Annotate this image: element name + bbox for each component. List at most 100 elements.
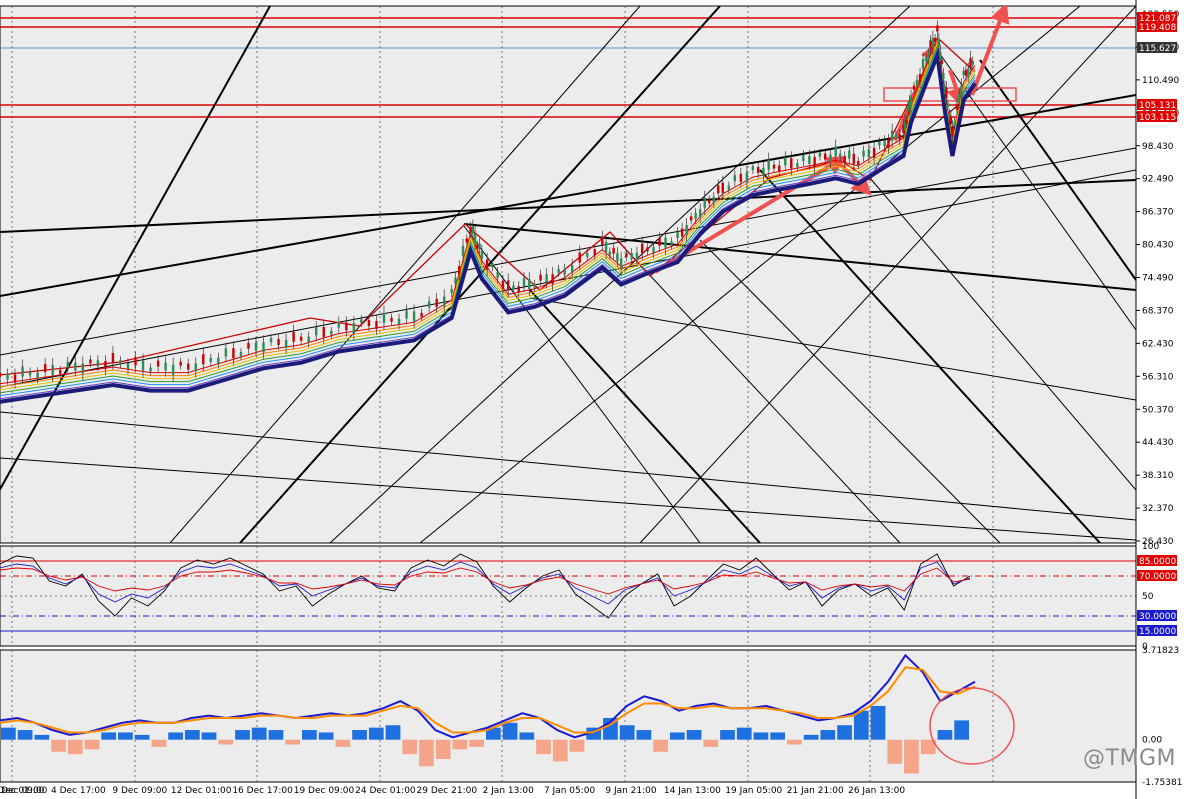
- ma-ribbon-line: [0, 41, 976, 391]
- candle-body: [156, 360, 160, 367]
- candle-body: [767, 159, 770, 170]
- macd-hist-bar: [419, 739, 434, 767]
- macd-hist-bar: [502, 722, 518, 740]
- price-y-tick-label: 98.430: [1142, 142, 1174, 152]
- candle-body: [829, 154, 832, 163]
- candle-body: [708, 199, 711, 204]
- candle-body: [322, 326, 325, 337]
- candle-body: [635, 252, 639, 261]
- candle-body: [352, 323, 356, 334]
- candle-body: [187, 363, 190, 370]
- candle-body: [141, 360, 145, 371]
- candle-body: [915, 79, 919, 86]
- price-y-tick-label: 74.490: [1142, 274, 1174, 284]
- candle-body: [641, 243, 644, 254]
- macd-hist-bar: [368, 727, 384, 740]
- candle-body: [28, 371, 32, 376]
- price-marker-label: 119.408: [1139, 23, 1176, 33]
- price-y-tick-label: 50.370: [1142, 405, 1174, 415]
- candle-body: [292, 331, 295, 342]
- macd-hist-bar: [352, 730, 367, 740]
- candle-body: [933, 38, 937, 43]
- macd-hist-bar: [887, 739, 903, 764]
- macd-hist-bar: [452, 739, 468, 750]
- candle-body: [501, 280, 505, 289]
- price-y-tick-label: 62.430: [1142, 339, 1174, 349]
- candle-body: [517, 286, 520, 293]
- macd-hist-bar: [552, 739, 568, 762]
- trend-line: [169, 6, 641, 543]
- macd-hist-bar: [653, 739, 668, 752]
- candle-body: [971, 60, 974, 65]
- macd-hist-bar: [385, 725, 401, 740]
- candle-body: [872, 147, 876, 158]
- watermark: @TMGM: [1083, 746, 1176, 771]
- price-y-tick-label: 26.430: [1142, 537, 1174, 547]
- x-axis-label: 1 Dec 09:00: [0, 786, 48, 796]
- candle-body: [427, 301, 431, 308]
- candle-body: [551, 274, 554, 285]
- candle-body: [945, 88, 948, 99]
- candle-body: [936, 25, 939, 32]
- candle-body: [646, 247, 649, 252]
- candle-body: [491, 263, 494, 268]
- candle-body: [232, 348, 235, 359]
- macd-hist-bar: [803, 734, 819, 740]
- price-marker-badge: [1137, 111, 1177, 122]
- highlight-circle: [929, 687, 1015, 765]
- price-y-tick-label: 80.430: [1142, 241, 1174, 251]
- macd-hist-bar: [17, 730, 33, 740]
- x-axis-label: 2 Jan 13:00: [483, 786, 535, 796]
- candle-body: [262, 342, 265, 353]
- candle-body: [912, 85, 916, 90]
- x-axis-label: 21 Jan 21:00: [787, 786, 844, 796]
- macd-hist-bar: [920, 739, 936, 755]
- candle-body: [848, 150, 851, 159]
- x-axis-label: 9 Dec 09:00: [112, 786, 167, 796]
- x-axis-label: 9 Jan 21:00: [605, 786, 657, 796]
- x-axis-label: 7 Jan 05:00: [544, 786, 596, 796]
- candle-body: [43, 364, 47, 373]
- candle-body: [277, 339, 280, 346]
- candle-body: [51, 364, 54, 375]
- rsi-level-badge: [1137, 570, 1177, 581]
- macd-hist-bar: [536, 739, 551, 755]
- candle-body: [465, 238, 468, 243]
- candle-body: [717, 185, 720, 194]
- candle-body: [751, 166, 755, 171]
- price-marker-badge: [1137, 12, 1177, 23]
- candle-body: [903, 120, 907, 131]
- candle-body: [471, 225, 475, 234]
- candle-body: [664, 237, 667, 248]
- trend-line: [529, 289, 761, 543]
- candle-body: [578, 252, 581, 263]
- candle-body: [443, 296, 446, 307]
- rsi-level-label: 15.0000: [1139, 627, 1176, 637]
- candle-body: [164, 362, 167, 371]
- candle-body: [539, 274, 542, 281]
- macd-hist-bar: [787, 739, 802, 745]
- candle-body: [512, 285, 515, 290]
- candle-body: [670, 241, 673, 246]
- macd-hist-bar: [736, 727, 752, 740]
- candle-body: [834, 146, 837, 157]
- candle-body: [149, 367, 152, 372]
- macd-y-tick-label: -1.75381: [1142, 778, 1182, 788]
- x-axis-label: 19 Dec 09:00: [294, 786, 355, 796]
- candle-body: [89, 359, 92, 364]
- candle-body: [957, 94, 961, 103]
- rsi-series-line: [0, 567, 971, 595]
- price-y-tick-label: 38.310: [1142, 471, 1174, 481]
- candle-body: [545, 274, 548, 283]
- candle-body: [867, 149, 871, 158]
- macd-hist-bar: [486, 727, 501, 740]
- macd-hist-bar: [870, 705, 886, 740]
- candle-body: [694, 212, 697, 219]
- candle-body: [254, 342, 258, 351]
- candle-body: [478, 243, 481, 250]
- candle-body: [908, 101, 911, 110]
- candle-body: [703, 197, 706, 208]
- macd-hist-bar: [51, 739, 66, 752]
- rsi-y-tick-label: 0: [1142, 642, 1148, 652]
- candle-body: [939, 51, 942, 62]
